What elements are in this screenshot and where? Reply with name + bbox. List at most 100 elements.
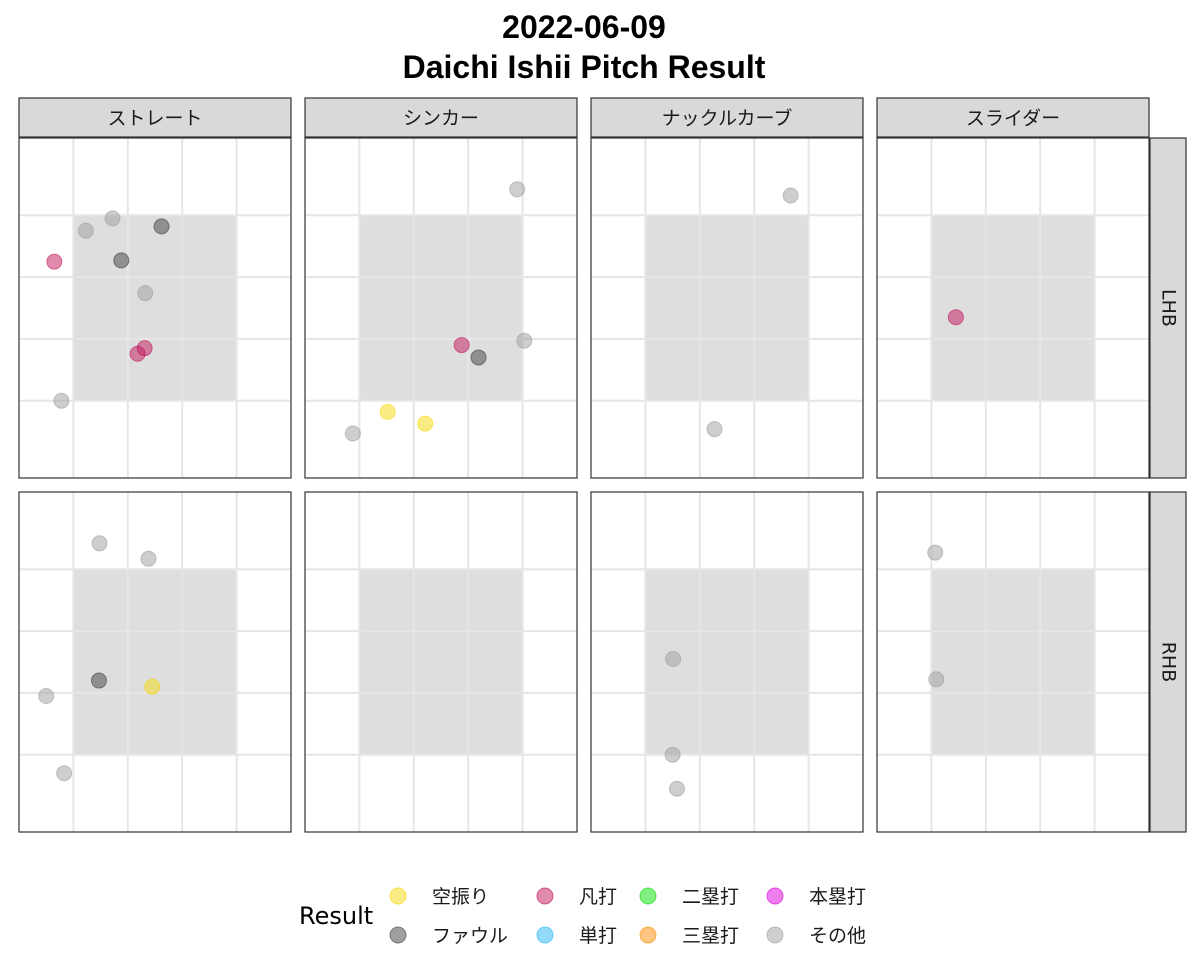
legend-item: その他 [766, 925, 866, 947]
pitch-point [91, 535, 108, 552]
legend-key [766, 926, 784, 944]
panel-border [876, 491, 1150, 833]
strike-zone [73, 569, 237, 755]
facet-grid: ストレート シンカー ナックルカーブ スライダー LHB RHB [18, 97, 1187, 833]
legend-label: 二塁打 [682, 886, 739, 908]
facet-strip-column: ナックルカーブ [590, 97, 864, 138]
facet-panel [304, 137, 578, 479]
strip-background [1149, 491, 1187, 833]
strip-background [876, 97, 1150, 138]
strip-label: LHB [1158, 289, 1180, 327]
strip-background [304, 97, 578, 138]
strip-label: ナックルカーブ [662, 107, 793, 130]
pitch-point [90, 672, 107, 689]
pitch-point [470, 349, 487, 366]
pitch-point [104, 210, 121, 227]
pitch-point [344, 425, 361, 442]
legend-item: ファウル [389, 925, 508, 947]
pitch-point [516, 332, 533, 349]
strike-zone [359, 569, 523, 755]
strip-background [590, 97, 864, 138]
legend-key [389, 926, 407, 944]
strike-zone [931, 569, 1095, 755]
legend-label: 本塁打 [809, 886, 866, 908]
legend-key [536, 926, 554, 944]
panel-border [304, 491, 578, 833]
strip-label: スライダー [966, 108, 1060, 130]
chart-title-date: 2022-06-09 [502, 9, 666, 45]
strike-zone [73, 215, 237, 401]
pitch-point [77, 222, 94, 239]
pitch-point [782, 187, 799, 204]
legend-item: 三塁打 [639, 925, 739, 947]
legend-key [536, 887, 554, 905]
panel-border [304, 137, 578, 479]
strike-zone [359, 215, 523, 401]
legend-item: 凡打 [536, 886, 617, 908]
legend-key [389, 887, 407, 905]
legend-key [766, 887, 784, 905]
facet-panel [590, 491, 864, 833]
facet-panel [304, 491, 578, 833]
facet-panel [18, 491, 292, 833]
pitch-point [113, 252, 130, 269]
strip-label: シンカー [403, 108, 479, 130]
pitch-point [46, 253, 63, 270]
pitch-point [379, 403, 396, 420]
facet-panel [590, 137, 864, 479]
legend-key [639, 926, 657, 944]
pitch-point [665, 650, 682, 667]
panel-border [590, 137, 864, 479]
strip-background [18, 97, 292, 138]
legend-label: 単打 [579, 925, 617, 947]
legend-label: 空振り [432, 886, 489, 908]
legend-item: 本塁打 [766, 886, 866, 908]
facet-strip-column: ストレート [18, 97, 292, 138]
panel-border [590, 491, 864, 833]
facet-panel [18, 137, 292, 479]
pitch-point [129, 345, 146, 362]
pitch-point [56, 765, 73, 782]
pitch-point [947, 309, 964, 326]
legend-label: 凡打 [579, 886, 617, 908]
pitch-point [153, 218, 170, 235]
pitch-point [140, 550, 157, 567]
facet-panel [876, 137, 1150, 479]
pitch-point [453, 337, 470, 354]
legend-label: その他 [809, 925, 866, 947]
pitch-point [928, 671, 945, 688]
pitch-point [927, 544, 944, 561]
pitch-point [668, 780, 685, 797]
strip-label: RHB [1158, 642, 1180, 683]
pitch-point [137, 285, 154, 302]
strike-zone [931, 215, 1095, 401]
facet-panel [876, 491, 1150, 833]
pitch-point [706, 421, 723, 438]
legend-title: Result [299, 902, 373, 930]
pitch-point [144, 678, 161, 695]
pitch-point [417, 415, 434, 432]
facet-strip-column: シンカー [304, 97, 578, 138]
pitch-point [509, 181, 526, 198]
strike-zone [645, 215, 809, 401]
panel-border [18, 491, 292, 833]
legend-label: ファウル [432, 925, 508, 947]
facet-strip-row: LHB [1149, 137, 1187, 479]
strip-background [1149, 137, 1187, 479]
legend-key [639, 887, 657, 905]
legend-item: 空振り [389, 886, 489, 908]
strip-label: ストレート [107, 108, 202, 130]
chart-title-main: Daichi Ishii Pitch Result [403, 49, 766, 85]
panel-border [18, 137, 292, 479]
pitch-point [38, 688, 55, 704]
facet-strip-column: スライダー [876, 97, 1150, 138]
legend-item: 二塁打 [639, 886, 739, 908]
pitch-point [664, 746, 681, 763]
panel-border [876, 137, 1150, 479]
facet-strip-row: RHB [1149, 491, 1187, 833]
legend-item: 単打 [536, 925, 617, 947]
pitch-point [53, 392, 70, 409]
legend-label: 三塁打 [682, 925, 739, 947]
